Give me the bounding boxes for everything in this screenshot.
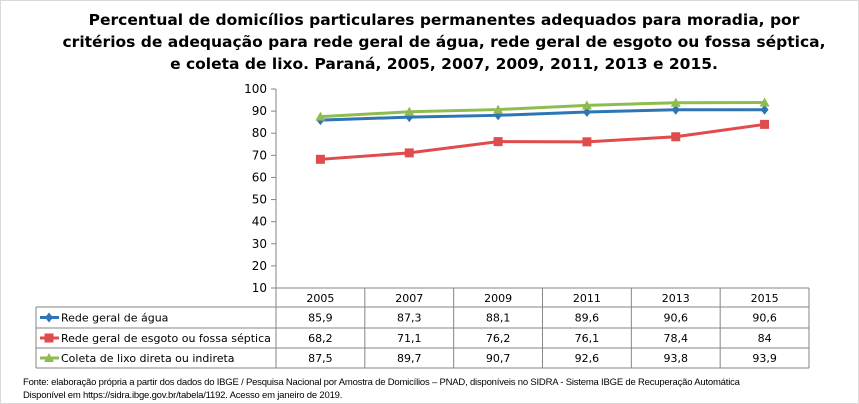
data-point [493, 104, 504, 114]
x-category-label: 2005 [306, 292, 334, 305]
table-cell: 90,6 [752, 312, 777, 325]
y-tick-label: 70 [252, 148, 267, 162]
y-tick-label: 40 [252, 215, 267, 229]
data-point [315, 111, 326, 121]
y-tick-label: 80 [252, 126, 267, 140]
table-cell: 93,9 [752, 352, 777, 365]
x-category-label: 2007 [395, 292, 423, 305]
series-line [320, 100, 765, 119]
y-tick-label: 30 [252, 237, 267, 251]
data-point [404, 106, 415, 116]
data-point [493, 137, 503, 147]
table-cell: 76,1 [575, 332, 600, 345]
table-cell: 88,1 [486, 312, 511, 325]
table-cell: 89,7 [397, 352, 422, 365]
table-cell: 76,2 [486, 332, 511, 345]
data-point [759, 97, 770, 107]
data-point [760, 104, 769, 115]
data-point [315, 154, 325, 164]
table-cell: 90,7 [486, 352, 511, 365]
data-point [671, 104, 680, 115]
y-tick-label: 50 [252, 193, 267, 207]
table-cell: 71,1 [397, 332, 422, 345]
data-point [760, 119, 770, 129]
data-point [582, 106, 591, 117]
table-cell: 90,6 [664, 312, 689, 325]
legend-label: Coleta de lixo direta ou indireta [61, 352, 235, 365]
series-line [320, 122, 765, 161]
table-cell: 87,5 [308, 352, 333, 365]
data-point [671, 132, 681, 142]
table-cell: 68,2 [308, 332, 333, 345]
table-cell: 92,6 [575, 352, 600, 365]
source-line-2: Disponível em https://sidra.ibge.gov.br/… [23, 390, 343, 401]
series-line [320, 108, 765, 122]
y-tick-label: 90 [252, 104, 267, 118]
table-cell: 78,4 [664, 332, 689, 345]
legend-marker [44, 333, 54, 343]
y-tick-label: 20 [252, 259, 267, 273]
table-cell: 93,8 [664, 352, 689, 365]
legend-label: Rede geral de esgoto ou fossa séptica [61, 332, 271, 345]
chart-title: Percentual de domicílios particulares pe… [62, 11, 826, 73]
x-category-label: 2013 [662, 292, 690, 305]
data-point [670, 97, 681, 107]
series-1 [315, 119, 770, 164]
y-tick-label: 100 [244, 82, 267, 96]
x-category-label: 2015 [751, 292, 779, 305]
data-point [582, 137, 592, 147]
legend-marker [45, 312, 53, 323]
y-tick-label: 10 [252, 281, 267, 295]
data-point [404, 148, 414, 158]
table-cell: 89,6 [575, 312, 600, 325]
series-2 [315, 97, 770, 121]
data-point [581, 100, 592, 110]
table-cell: 84 [758, 332, 772, 345]
legend-marker [44, 353, 54, 362]
legend-label: Rede geral de água [61, 312, 168, 325]
x-category-label: 2009 [484, 292, 512, 305]
y-tick-label: 60 [252, 170, 267, 184]
x-category-label: 2011 [573, 292, 601, 305]
source-line-1: Fonte: elaboração própria a partir dos d… [23, 377, 740, 388]
table-cell: 87,3 [397, 312, 422, 325]
table-cell: 85,9 [308, 312, 333, 325]
